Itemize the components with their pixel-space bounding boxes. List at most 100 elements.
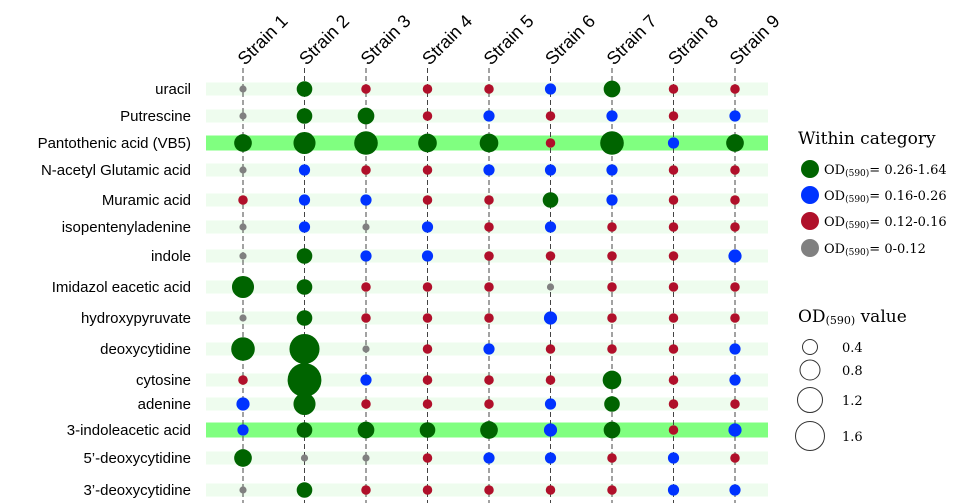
bubble: [422, 313, 433, 323]
bubble: [545, 111, 556, 121]
bubble: [544, 221, 557, 233]
bubble: [361, 399, 371, 409]
bubble: [544, 83, 557, 95]
bubble: [422, 344, 433, 354]
bubble: [484, 399, 494, 409]
bubble: [729, 374, 741, 386]
size-legend-label: 1.2: [842, 394, 863, 409]
row-labels: uracil Putrescine Pantothenic acid (VB5) N-…: [38, 81, 191, 499]
bubble: [421, 250, 434, 262]
bubble: [422, 165, 433, 175]
bubble: [483, 452, 495, 464]
bubble: [607, 222, 617, 232]
color-legend-swatch: [801, 160, 819, 178]
size-legend-label: 0.8: [842, 364, 863, 379]
bubble: [234, 449, 252, 467]
color-legend-label: OD(590)= 0-0.12: [824, 242, 926, 258]
bubble: [607, 251, 617, 261]
bubble: [543, 311, 558, 325]
row-label: hydroxypyruvate: [81, 310, 191, 327]
column-label: Strain 5: [480, 11, 538, 69]
bubble: [422, 485, 433, 495]
bubble: [484, 222, 494, 232]
bubble: [484, 485, 494, 495]
bubble: [543, 423, 558, 437]
bubble: [607, 485, 617, 495]
bubble: [607, 282, 617, 292]
bubble: [361, 282, 371, 292]
bubble: [668, 251, 679, 261]
bubble: [730, 313, 740, 323]
bubble: [545, 375, 556, 385]
bubble: [239, 314, 247, 322]
bubble: [483, 343, 495, 355]
column-label: Strain 6: [541, 11, 599, 69]
bubble: [296, 482, 313, 498]
row-label: 3’-deoxycytidine: [83, 482, 191, 499]
bubble: [287, 363, 322, 397]
bubble: [668, 313, 679, 323]
bubble: [668, 375, 679, 385]
bubble: [668, 282, 679, 292]
row-label: Putrescine: [120, 108, 191, 125]
bubble: [730, 195, 740, 205]
bubble: [668, 425, 679, 435]
bubble: [545, 138, 556, 148]
bubble: [668, 222, 679, 232]
bubble: [730, 84, 740, 94]
color-legend-swatch: [801, 239, 819, 257]
column-label: Strain 7: [603, 11, 661, 69]
bubble: [239, 486, 247, 494]
bubble: [668, 195, 679, 205]
bubble: [730, 222, 740, 232]
bubble: [479, 133, 499, 153]
bubble: [484, 251, 494, 261]
bubble: [422, 399, 433, 409]
bubble: [239, 112, 247, 120]
bubble: [545, 344, 556, 354]
bubble: [300, 454, 309, 462]
bubble: [296, 81, 313, 97]
column-label: Strain 3: [357, 11, 415, 69]
bubble: [668, 111, 679, 121]
column-label: Strain 2: [295, 11, 353, 69]
size-legend: OD(590) value 0.4 0.8 1.2 1.6: [795, 307, 907, 451]
bubble: [667, 137, 680, 149]
bubble: [730, 453, 740, 463]
bubble: [606, 164, 618, 176]
bubble: [360, 250, 372, 262]
bubble: [729, 110, 741, 122]
bubble: [606, 194, 618, 206]
bubble: [289, 333, 320, 365]
bubble: [545, 485, 556, 495]
bubble: [360, 374, 372, 386]
bubble: [668, 344, 679, 354]
bubble: [484, 195, 494, 205]
column-label: Strain 8: [664, 11, 722, 69]
bubble: [484, 375, 494, 385]
bubble: [728, 249, 742, 263]
row-label: 3-indoleacetic acid: [67, 422, 191, 439]
bubble: [603, 421, 621, 439]
row-label: 5’-deoxycytidine: [83, 450, 191, 467]
bubble: [293, 131, 316, 155]
bubble: [729, 343, 741, 355]
bubble: [483, 110, 495, 122]
row-label: Imidazol eacetic acid: [52, 279, 191, 296]
bubble: [484, 313, 494, 323]
bubble: [607, 453, 617, 463]
bubble: [362, 454, 370, 462]
size-legend-circle: [802, 339, 818, 355]
bubble: [298, 194, 311, 206]
bubble: [604, 396, 620, 412]
bubble: [668, 399, 679, 409]
bubble: [422, 111, 433, 121]
bubble: [667, 484, 680, 496]
color-legend-label: OD(590)= 0.16-0.26: [824, 189, 947, 205]
size-legend-label: 1.6: [842, 430, 863, 445]
size-legend-label: 0.4: [842, 341, 863, 356]
bubble: [542, 192, 559, 208]
bubble: [296, 310, 313, 326]
size-legend-title: OD(590) value: [798, 307, 907, 327]
bubble: [293, 392, 316, 416]
